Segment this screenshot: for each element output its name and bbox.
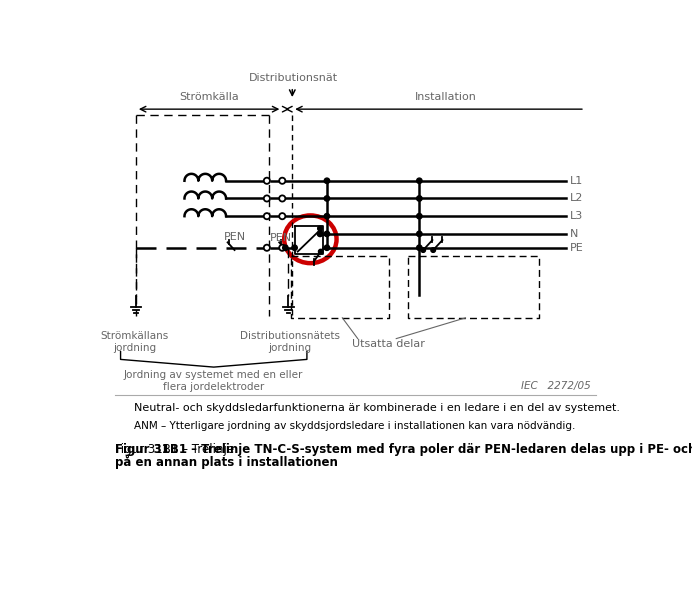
Text: Neutral- och skyddsledarfunktionerna är kombinerade i en ledare i en del av syst: Neutral- och skyddsledarfunktionerna är … (134, 402, 621, 412)
Circle shape (279, 213, 285, 219)
Text: L1: L1 (570, 176, 583, 186)
Circle shape (264, 178, 270, 184)
Text: ANM – Ytterligare jordning av skyddsjordsledare i installationen kan vara nödvän: ANM – Ytterligare jordning av skyddsjord… (134, 421, 576, 431)
Circle shape (417, 178, 422, 184)
Text: Strömkällans
jordning: Strömkällans jordning (100, 331, 169, 353)
Text: Figur 31B1 – Trelinje TN-C-S-system med fyra poler där PEN-ledaren delas upp i P: Figur 31B1 – Trelinje TN-C-S-system med … (115, 443, 692, 455)
Circle shape (431, 247, 435, 252)
Text: PE: PE (570, 243, 584, 253)
Circle shape (282, 245, 288, 250)
Text: Strömkälla: Strömkälla (179, 92, 239, 102)
Text: Distributionsnätets
jordning: Distributionsnätets jordning (240, 331, 340, 353)
Circle shape (325, 245, 329, 250)
Circle shape (279, 178, 285, 184)
Text: PEN: PEN (224, 232, 246, 242)
Text: Distributionsnät: Distributionsnät (249, 73, 338, 83)
Text: Installation: Installation (415, 92, 477, 102)
Text: Figur 31B1 – Trelinje: Figur 31B1 – Trelinje (115, 443, 238, 455)
Circle shape (318, 226, 322, 231)
Circle shape (325, 178, 329, 184)
Circle shape (264, 195, 270, 201)
Text: på en annan plats i installationen: på en annan plats i installationen (115, 455, 338, 469)
Circle shape (325, 231, 329, 237)
Circle shape (292, 245, 298, 250)
Circle shape (417, 245, 422, 250)
Text: L2: L2 (570, 193, 583, 204)
Circle shape (417, 196, 422, 201)
Circle shape (279, 195, 285, 201)
Text: PEN: PEN (270, 233, 292, 243)
Circle shape (279, 244, 285, 251)
Circle shape (417, 213, 422, 219)
Circle shape (264, 244, 270, 251)
Text: Jordning av systemet med en eller
flera jordelektroder: Jordning av systemet med en eller flera … (124, 370, 303, 392)
Circle shape (264, 213, 270, 219)
Text: N: N (570, 229, 579, 239)
Circle shape (417, 231, 422, 237)
Circle shape (318, 249, 323, 254)
Circle shape (325, 213, 329, 219)
Text: Utsatta delar: Utsatta delar (352, 339, 425, 348)
Circle shape (421, 247, 426, 252)
Circle shape (318, 231, 322, 237)
Circle shape (325, 196, 329, 201)
Text: IEC   2272/05: IEC 2272/05 (521, 381, 591, 391)
Text: L3: L3 (570, 211, 583, 221)
